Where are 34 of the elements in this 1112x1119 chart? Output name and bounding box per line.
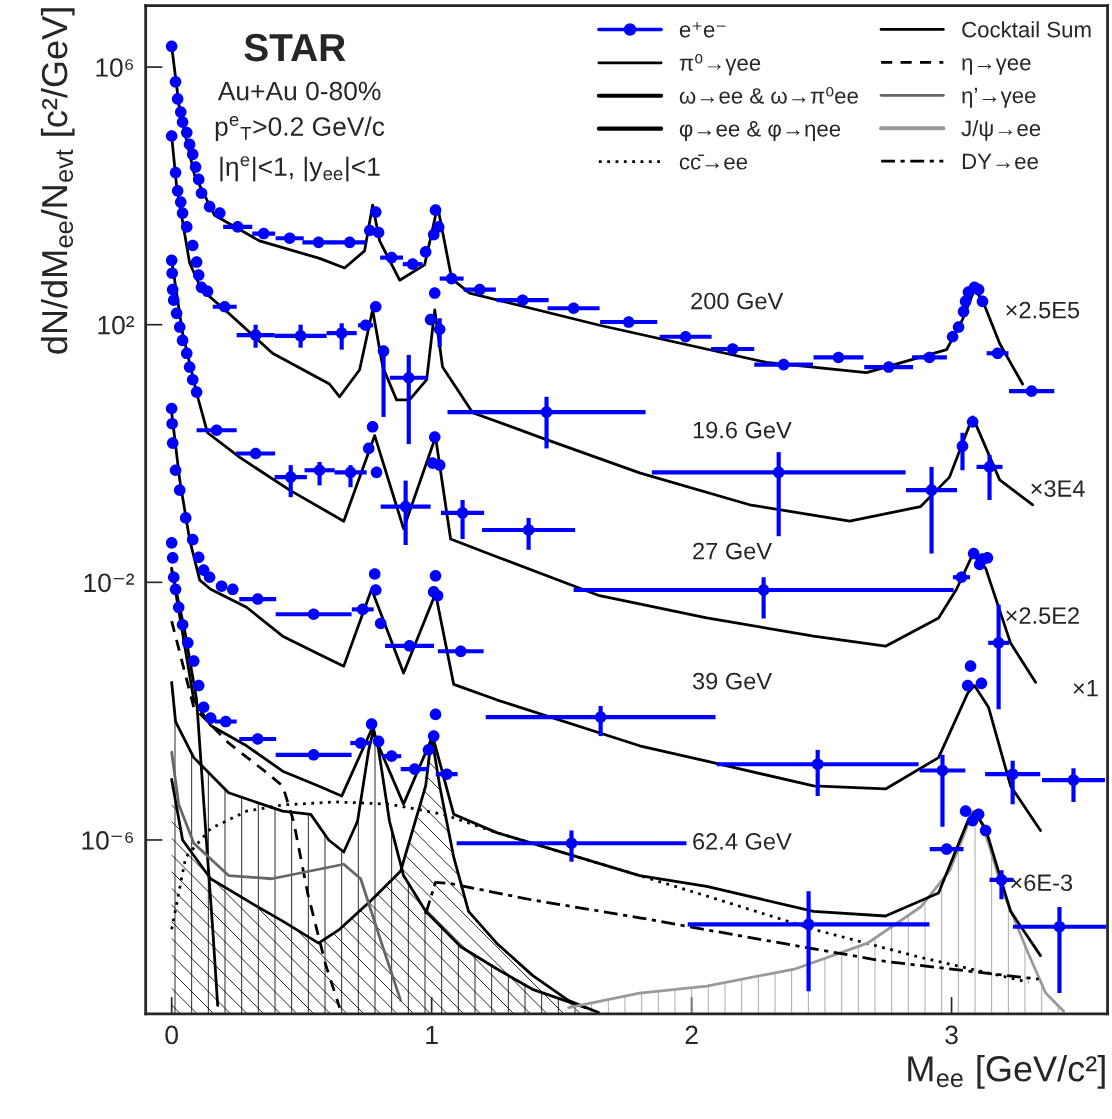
annotation: ×6E-3 — [1011, 874, 1073, 892]
annotation: 19.6 GeV — [693, 421, 792, 439]
y-tick-label: 10⁻² — [84, 573, 135, 593]
x-axis-title: M$_{ee}$ [GeV/c²] — [908, 1055, 1105, 1089]
annotation: 39 GeV — [692, 672, 772, 690]
legend-label: η’→γee — [962, 87, 1036, 108]
legend-label: ω→ee & ω→π⁰ee — [679, 87, 858, 104]
annotation: STAR — [244, 33, 346, 62]
x-tick-label: 1 — [426, 1025, 438, 1045]
annotation: 200 GeV — [691, 292, 784, 310]
annotation: 27 GeV — [693, 542, 772, 560]
annotation: 62.4 GeV — [693, 833, 792, 850]
y-tick-label: 10⁶ — [96, 58, 134, 77]
legend-label: J/ψ→ee — [961, 119, 1041, 141]
annotation: |η$^{e}$|<1, |y$_{ee}$|<1 — [220, 156, 380, 182]
legend-label: φ→ee & φ→ηee — [679, 121, 841, 142]
legend-label: cc̄→ee — [679, 154, 748, 170]
x-tick-label: 3 — [945, 1025, 958, 1045]
y-tick-label: 10⁻⁶ — [82, 831, 134, 850]
legend-label: DY→ee — [962, 153, 1038, 170]
legend-label: Cocktail Sum — [962, 21, 1091, 38]
annotation: ×2.5E5 — [1006, 301, 1080, 319]
annotation: Au+Au 0-80% — [217, 81, 381, 101]
legend-label: η→γee — [962, 58, 1031, 75]
annotation: ×2.5E2 — [1006, 607, 1079, 624]
x-tick-label: 0 — [165, 1025, 178, 1045]
annotation: p$^{e}$$_{T}$>0.2 GeV/c — [215, 115, 385, 142]
y-axis-title: dN/dM$_{ee}$/N$_{evt}$ [c²/GeV] — [40, 8, 75, 354]
legend-label: e⁺e⁻ — [679, 22, 726, 38]
y-tick-label: 10² — [98, 315, 135, 335]
annotation: ×3E4 — [1031, 480, 1085, 497]
legend-label: π⁰→γee — [679, 54, 761, 76]
annotation: ×1 — [1073, 680, 1098, 697]
x-tick-label: 2 — [685, 1025, 698, 1045]
